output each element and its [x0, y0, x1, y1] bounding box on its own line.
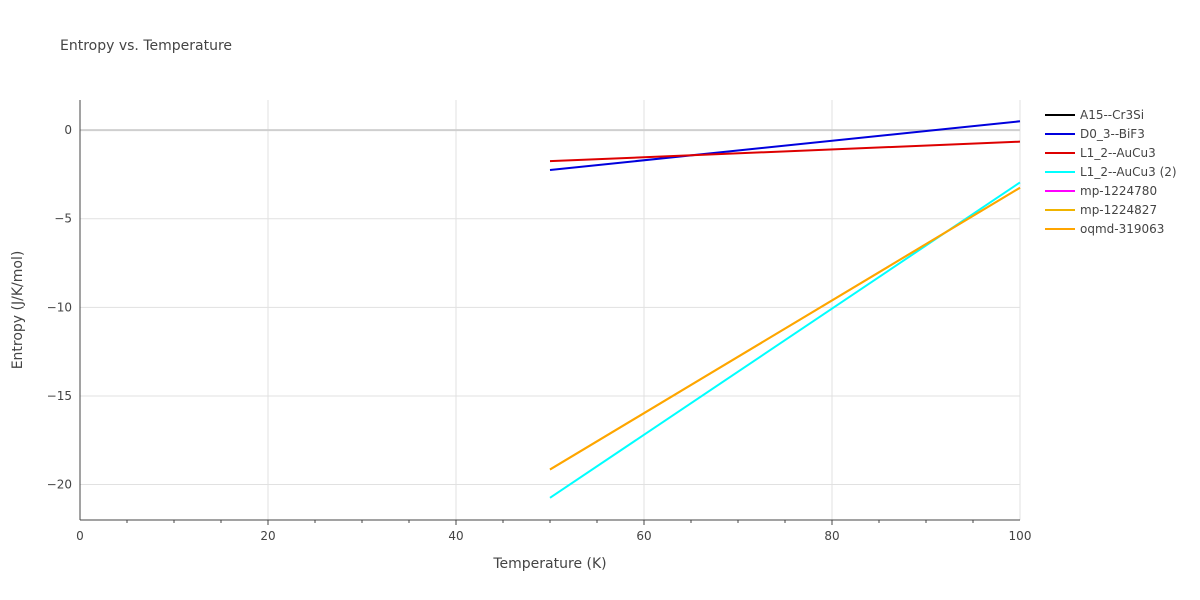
series-line-1	[549, 120, 1021, 171]
legend-label: A15--Cr3Si	[1080, 108, 1144, 122]
y-axis-title: Entropy (J/K/mol)	[10, 251, 26, 370]
grid	[80, 100, 1021, 520]
legend-label: D0_3--BiF3	[1080, 127, 1145, 141]
y-tick-label: −20	[47, 478, 72, 492]
legend-label: L1_2--AuCu3 (2)	[1080, 165, 1177, 179]
legend-item[interactable]: D0_3--BiF3	[1045, 127, 1145, 141]
x-tick-label: 20	[260, 529, 275, 543]
series-line-6	[549, 186, 1021, 471]
y-tick-label: −15	[47, 389, 72, 403]
legend-item[interactable]: mp-1224827	[1045, 203, 1157, 217]
x-tick-label: 80	[824, 529, 839, 543]
legend[interactable]: A15--Cr3Si D0_3--BiF3 L1_2--AuCu3 L1_2--AuC…	[1045, 108, 1177, 236]
series-line-2	[549, 140, 1021, 163]
x-tick-label: 100	[1009, 529, 1032, 543]
y-tick-label: −10	[47, 300, 72, 314]
legend-label: mp-1224780	[1080, 184, 1157, 198]
legend-label: L1_2--AuCu3	[1080, 146, 1156, 160]
x-tick-label: 0	[76, 529, 84, 543]
legend-item[interactable]: mp-1224780	[1045, 184, 1157, 198]
y-tick-label: 0	[64, 123, 72, 137]
axes: 0 20 40 60 80 100 0 −5 −10 −15 −20	[47, 100, 1032, 543]
legend-item[interactable]: oqmd-319063	[1045, 222, 1164, 236]
x-tick-label: 40	[448, 529, 463, 543]
x-axis-title: Temperature (K)	[492, 556, 606, 572]
legend-label: mp-1224827	[1080, 203, 1157, 217]
chart-title: Entropy vs. Temperature	[60, 38, 232, 54]
x-tick-label: 60	[636, 529, 651, 543]
series-lines	[549, 120, 1021, 499]
legend-item[interactable]: A15--Cr3Si	[1045, 108, 1144, 122]
legend-item[interactable]: L1_2--AuCu3	[1045, 146, 1156, 160]
legend-item[interactable]: L1_2--AuCu3 (2)	[1045, 165, 1177, 179]
legend-label: oqmd-319063	[1080, 222, 1164, 236]
y-tick-label: −5	[54, 212, 72, 226]
